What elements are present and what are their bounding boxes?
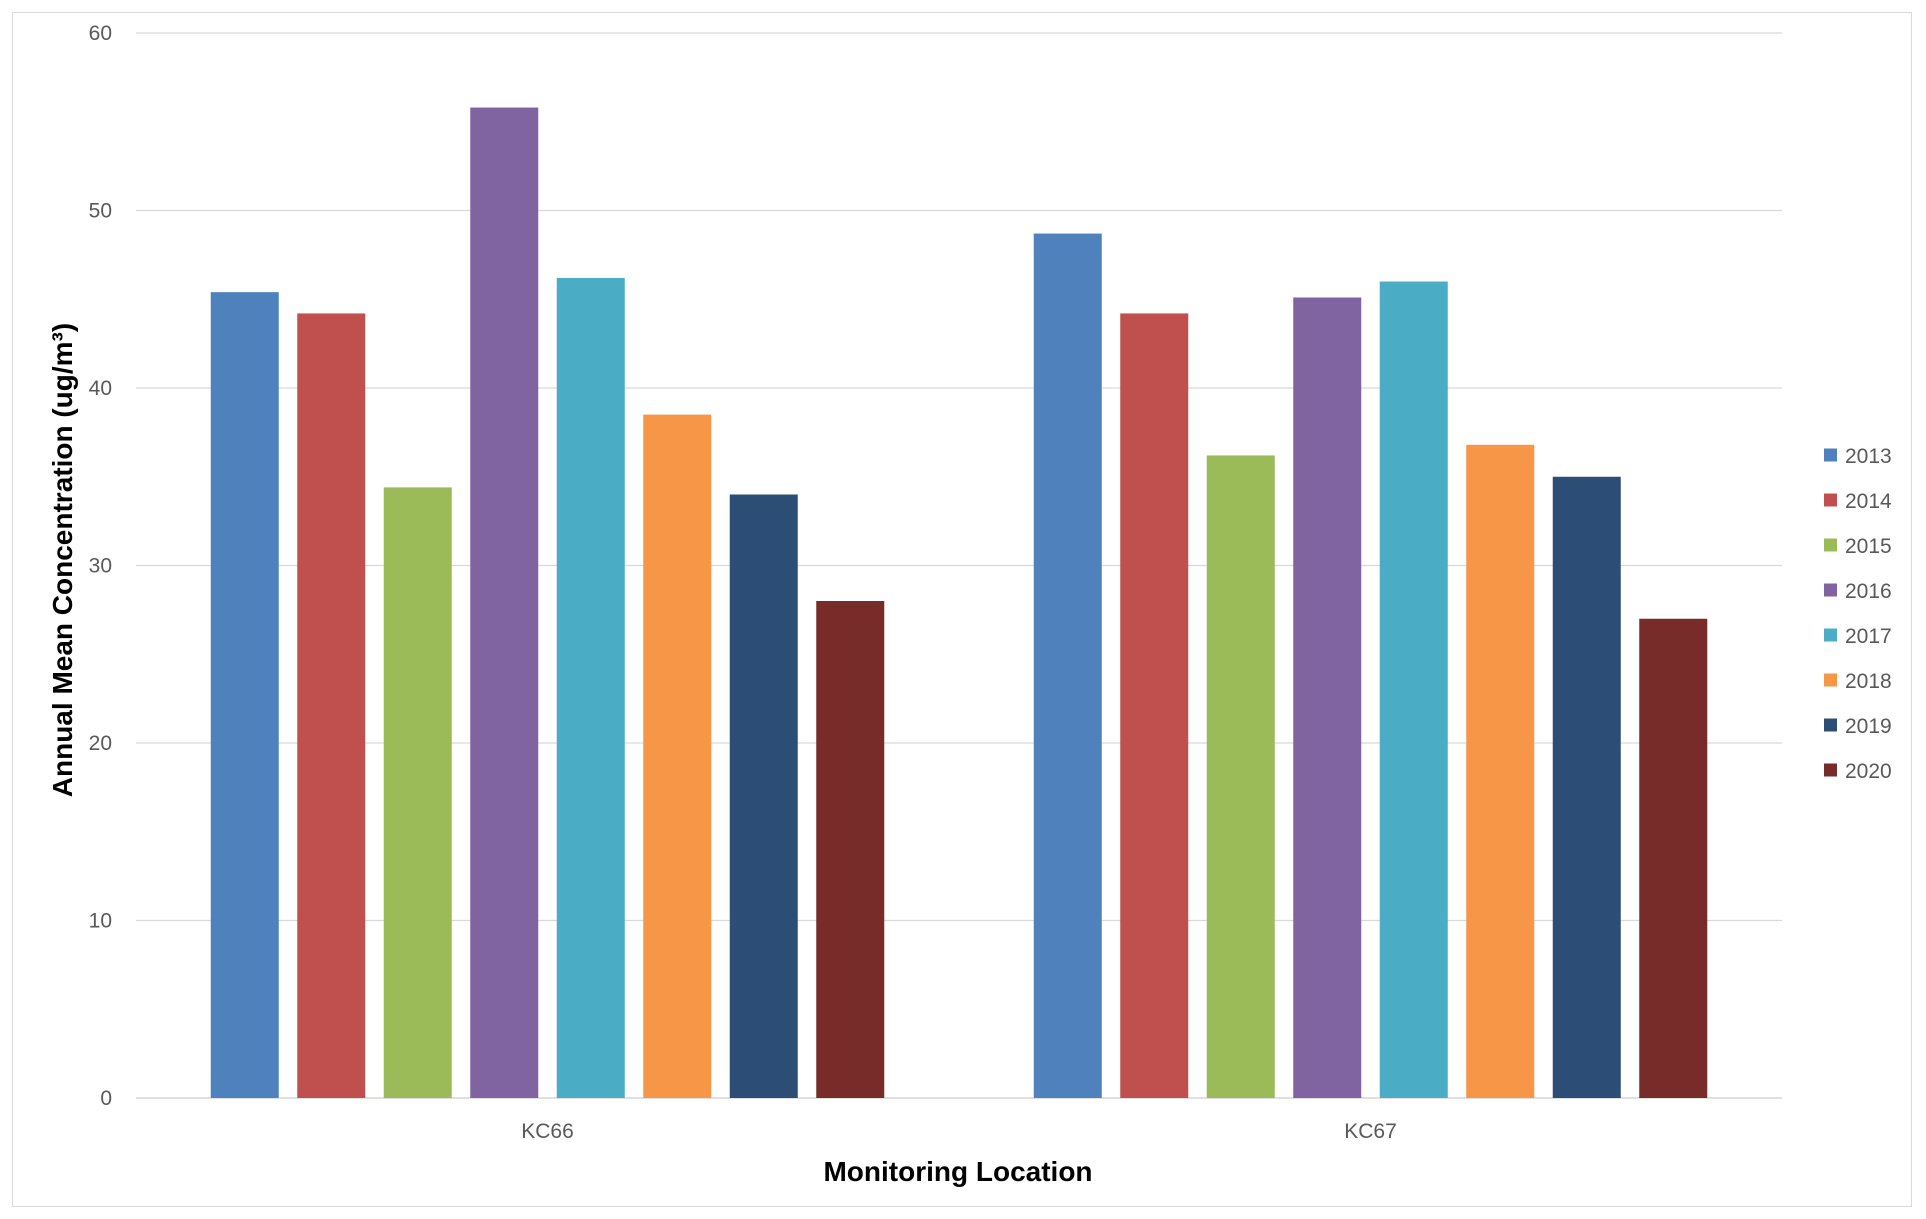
legend-swatch-2017 bbox=[1824, 628, 1837, 642]
gridlines bbox=[136, 32, 1782, 1099]
bar-KC66-2020 bbox=[816, 601, 885, 1098]
legend-swatch-2018 bbox=[1824, 673, 1837, 687]
legend-swatch-2015 bbox=[1824, 538, 1837, 552]
y-tick-label: 0 bbox=[100, 1087, 112, 1110]
legend-label-2016: 2016 bbox=[1845, 580, 1892, 603]
bar-KC67-2017 bbox=[1379, 281, 1448, 1098]
bar-KC66-2015 bbox=[383, 487, 452, 1098]
y-tick-label: 60 bbox=[89, 22, 112, 45]
bar-KC66-2019 bbox=[729, 494, 798, 1098]
bar-KC66-2016 bbox=[470, 107, 539, 1099]
legend-label-2019: 2019 bbox=[1845, 715, 1892, 738]
bar-KC67-2020 bbox=[1639, 618, 1708, 1098]
bars bbox=[210, 107, 1708, 1099]
legend-label-2015: 2015 bbox=[1845, 535, 1892, 558]
x-tick-label: KC66 bbox=[521, 1120, 574, 1143]
y-axis-ticks: 0 10 20 30 40 50 60 bbox=[89, 22, 112, 1110]
y-axis-title: Annual Mean Concentration (ug/m³) bbox=[47, 323, 78, 797]
y-tick-label: 50 bbox=[89, 200, 112, 223]
legend: 2013 2014 2015 2016 2017 2018 2019 2020 bbox=[1824, 445, 1892, 783]
legend-label-2013: 2013 bbox=[1845, 445, 1892, 468]
bar-KC66-2018 bbox=[643, 414, 712, 1098]
bar-KC67-2015 bbox=[1206, 455, 1275, 1098]
chart-frame bbox=[12, 12, 1912, 1207]
bar-KC67-2019 bbox=[1552, 476, 1621, 1098]
legend-swatch-2016 bbox=[1824, 583, 1837, 597]
x-tick-label: KC67 bbox=[1344, 1120, 1397, 1143]
x-axis-ticks: KC66 KC67 bbox=[521, 1120, 1397, 1143]
y-tick-label: 30 bbox=[89, 555, 112, 578]
bar-KC66-2017 bbox=[556, 277, 625, 1098]
legend-swatch-2020 bbox=[1824, 763, 1837, 777]
bar-KC67-2016 bbox=[1293, 297, 1362, 1099]
x-axis-title: Monitoring Location bbox=[823, 1156, 1092, 1187]
legend-label-2014: 2014 bbox=[1845, 490, 1892, 513]
legend-swatch-2013 bbox=[1824, 448, 1837, 462]
bar-KC67-2013 bbox=[1033, 233, 1102, 1098]
legend-label-2020: 2020 bbox=[1845, 760, 1892, 783]
bar-KC66-2013 bbox=[210, 292, 279, 1098]
y-tick-label: 10 bbox=[89, 910, 112, 933]
bar-KC67-2018 bbox=[1466, 444, 1535, 1098]
legend-swatch-2014 bbox=[1824, 493, 1837, 507]
bar-KC66-2014 bbox=[297, 313, 366, 1098]
legend-label-2018: 2018 bbox=[1845, 670, 1892, 693]
bar-KC67-2014 bbox=[1120, 313, 1189, 1098]
y-tick-label: 20 bbox=[89, 732, 112, 755]
legend-label-2017: 2017 bbox=[1845, 625, 1892, 648]
legend-swatch-2019 bbox=[1824, 718, 1837, 732]
y-tick-label: 40 bbox=[89, 377, 112, 400]
